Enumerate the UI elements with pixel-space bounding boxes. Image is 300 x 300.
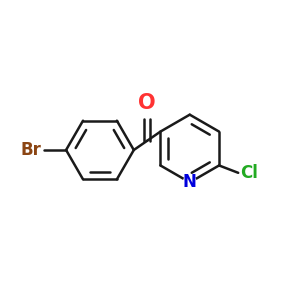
Text: N: N [183, 173, 197, 191]
Text: O: O [138, 93, 156, 113]
Text: Cl: Cl [241, 164, 258, 182]
Circle shape [183, 176, 196, 189]
Text: Br: Br [21, 141, 42, 159]
